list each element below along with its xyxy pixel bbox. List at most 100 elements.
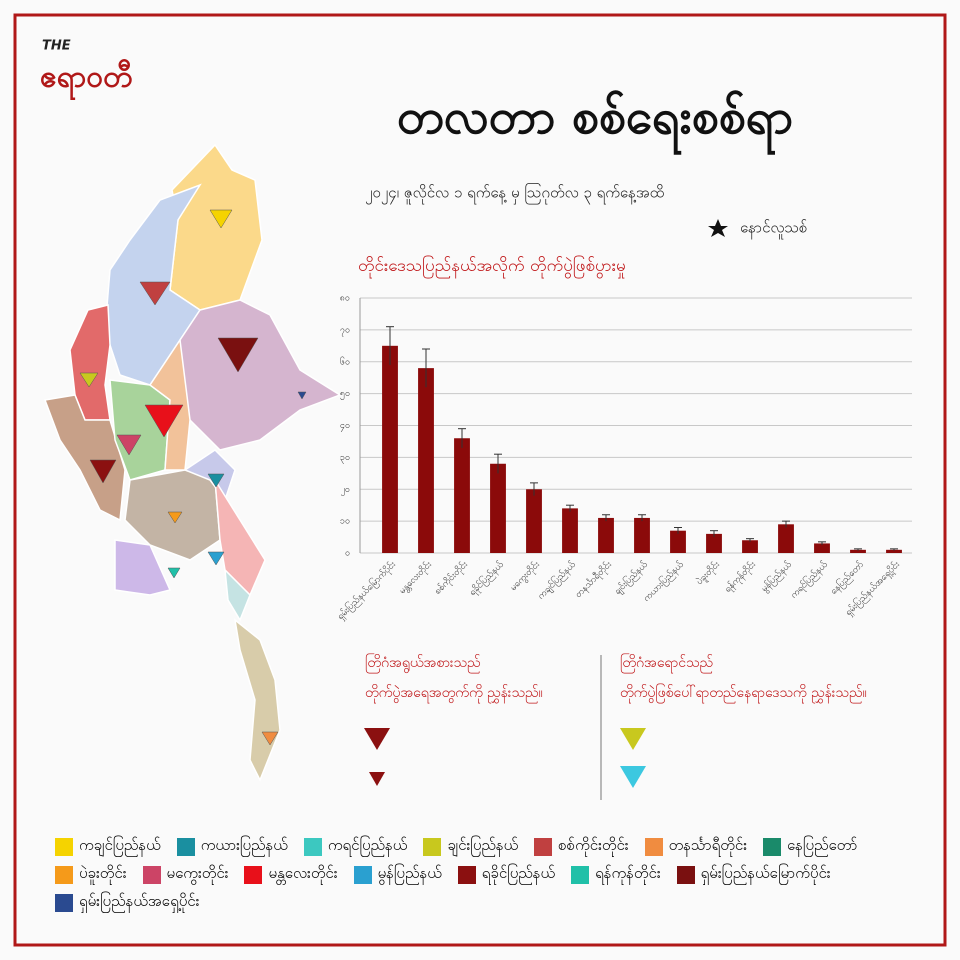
chart-title: တိုင်းဒေသပြည်နယ်အလိုက် တိုက်ပွဲဖြစ်ပွားမ… bbox=[358, 254, 626, 279]
error-bar bbox=[458, 428, 466, 448]
legend-swatch bbox=[763, 838, 782, 856]
bar bbox=[490, 463, 506, 553]
legend-label: ကယားပြည်နယ် bbox=[200, 836, 288, 854]
bar bbox=[562, 508, 578, 553]
error-bar bbox=[386, 326, 394, 365]
y-tick-label: ၀ bbox=[345, 549, 350, 559]
legend-item: မကွေးတိုင်း bbox=[142, 864, 229, 886]
key-color-triangle bbox=[620, 728, 646, 750]
error-bar bbox=[530, 482, 538, 496]
frame bbox=[13, 13, 947, 947]
error-bar bbox=[782, 520, 790, 528]
legend-item: မန္တလေးတိုင်း bbox=[244, 864, 338, 886]
x-tick-label: ရှမ်းပြည်နယ်မြောက်ပိုင်း bbox=[334, 558, 399, 623]
legend-label: စစ်ကိုင်းတိုင်း bbox=[558, 836, 629, 854]
key-color-text: တိုက်ပွဲဖြစ်ပေါ်ရာတည်နေရာဒေသကို ညွှန်းသည… bbox=[620, 684, 867, 703]
bar bbox=[598, 517, 614, 553]
legend-swatch bbox=[55, 894, 73, 912]
bar bbox=[382, 345, 398, 553]
key-small-triangle bbox=[369, 772, 385, 786]
x-tick-label: စစ်ကိုင်းတိုင်း bbox=[432, 559, 471, 598]
y-tick-label: ၅၀ bbox=[340, 389, 350, 400]
legend-item: ချင်းပြည်နယ် bbox=[423, 836, 518, 858]
y-tick-label: ၈၀ bbox=[340, 294, 350, 304]
legend-label: နေပြည်တော် bbox=[787, 836, 858, 854]
x-tick-label: မွန်ပြည်နယ် bbox=[758, 558, 795, 595]
bar bbox=[778, 524, 794, 553]
error-bar bbox=[818, 541, 826, 546]
legend-item: ကယားပြည်နယ် bbox=[176, 836, 288, 858]
y-tick-label: ၁၀ bbox=[340, 517, 350, 527]
error-bar bbox=[602, 514, 610, 522]
star-icon bbox=[708, 219, 728, 237]
legend-swatch bbox=[423, 838, 442, 856]
legend: ကချင်ပြည်နယ် ကယားပြည်နယ် ကရင်ပြည်နယ် ချင်းပ… bbox=[55, 836, 935, 914]
bar bbox=[814, 543, 830, 553]
legend-label: ပဲခူးတိုင်း bbox=[79, 864, 127, 882]
legend-swatch bbox=[142, 866, 161, 884]
legend-label: မကွေးတိုင်း bbox=[166, 864, 229, 882]
error-bar bbox=[890, 548, 898, 551]
legend-label: ကချင်ပြည်နယ် bbox=[79, 836, 161, 854]
bar bbox=[706, 533, 722, 553]
legend-swatch bbox=[571, 866, 590, 884]
bar bbox=[670, 530, 686, 553]
bar bbox=[850, 549, 866, 553]
legend-swatch bbox=[353, 866, 372, 884]
legend-item: နေပြည်တော် bbox=[763, 836, 857, 858]
legend-item: ရှမ်းပြည်နယ်မြောက်ပိုင်း bbox=[676, 864, 831, 886]
bar bbox=[634, 517, 650, 553]
logo: ဧရာဝတီ bbox=[40, 59, 133, 102]
x-tick-label: ပဲခူးတိုင်း bbox=[694, 559, 723, 588]
legend-swatch bbox=[244, 866, 263, 884]
legend-item: တနင်္သာရီတိုင်း bbox=[644, 836, 748, 858]
bar bbox=[742, 540, 758, 553]
error-bar bbox=[710, 530, 718, 538]
key-size-text: တိုက်ပွဲအရေအတွက်ကို ညွှန်းသည်။ bbox=[365, 685, 543, 703]
legend-item: ရန်ကုန်တိုင်း bbox=[571, 864, 661, 886]
x-tick-label: ရခိုင်ပြည်နယ် bbox=[466, 558, 507, 599]
legend-label: မန္တလေးတိုင်း bbox=[268, 864, 338, 882]
error-bar bbox=[566, 504, 574, 512]
y-tick-label: ၆၀ bbox=[340, 356, 350, 367]
star-note: နောင်လူသစ် bbox=[740, 219, 807, 240]
key-large-triangle bbox=[364, 728, 390, 750]
legend-swatch bbox=[176, 838, 195, 856]
x-tick-label: ချင်းပြည်နယ် bbox=[611, 558, 651, 598]
legend-label: ရန်ကုန်တိုင်း bbox=[595, 864, 661, 882]
error-bar bbox=[746, 538, 754, 542]
legend-item: ရခိုင်ပြည်နယ် bbox=[457, 864, 556, 886]
map bbox=[43, 143, 342, 782]
y-tick-label: ၄၀ bbox=[340, 421, 350, 432]
legend-label: မွန်ပြည်နယ် bbox=[377, 864, 442, 882]
bar bbox=[526, 489, 542, 553]
legend-swatch bbox=[644, 838, 663, 856]
key-color-triangle bbox=[620, 766, 646, 788]
legend-swatch bbox=[55, 866, 73, 884]
bar bbox=[886, 549, 902, 553]
x-tick-label: ရန်ကုန်တိုင်း bbox=[722, 559, 759, 596]
legend-label: ချင်းပြည်နယ် bbox=[447, 836, 519, 854]
legend-item: ကရင်ပြည်နယ် bbox=[303, 836, 407, 858]
legend-label: တနင်္သာရီတိုင်း bbox=[668, 836, 748, 854]
error-bar bbox=[854, 548, 862, 551]
legend-item: ကချင်ပြည်နယ် bbox=[55, 836, 161, 858]
error-bar bbox=[494, 453, 502, 474]
title: တလတာ စစ်ရေးစစ်ရာ bbox=[397, 88, 793, 156]
legend-label: ရခိုင်ပြည်နယ် bbox=[481, 864, 556, 882]
legend-label: ရှမ်းပြည်နယ်အရှေ့ပိုင်း bbox=[79, 892, 200, 910]
logo-prefix: THE bbox=[42, 39, 71, 54]
key-color-title: တြိဂံအရောင်သည် bbox=[620, 654, 713, 673]
subtitle: ၂၀၂၄၊ ဇူလိုင်လ ၁ ရက်နေ့ မှ ဩဂုတ်လ ၃ ရက်န… bbox=[365, 183, 664, 205]
legend-swatch bbox=[676, 866, 695, 884]
legend-item: မွန်ပြည်နယ် bbox=[353, 864, 442, 886]
y-tick-label: ၂၀ bbox=[341, 485, 350, 496]
legend-item: ပဲခူးတိုင်း bbox=[55, 864, 127, 886]
bar bbox=[418, 368, 434, 553]
key-size-title: တြိဂံအရွယ်အစားသည် bbox=[365, 654, 481, 673]
x-tick-label: မန္တလေးတိုင်း bbox=[397, 559, 435, 597]
legend-swatch bbox=[303, 838, 322, 856]
x-tick-label: နေပြည်တော် bbox=[828, 558, 867, 597]
